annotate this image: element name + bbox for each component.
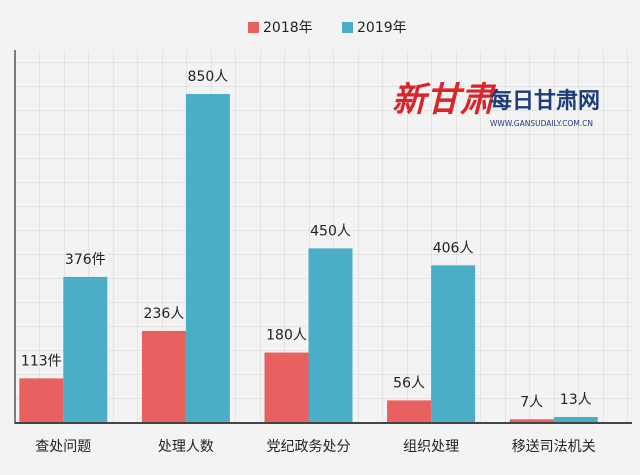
legend-label: 2019年	[357, 20, 407, 36]
value-label: 850人	[188, 69, 229, 85]
value-label: 406人	[433, 240, 474, 256]
value-label: 236人	[144, 306, 185, 322]
bar	[19, 378, 64, 422]
bar	[141, 330, 186, 422]
bar	[553, 416, 598, 422]
x-tick-label: 查处问题	[35, 439, 91, 455]
legend-swatch	[342, 22, 353, 33]
legend-swatch	[248, 22, 259, 33]
watermark-site: 每日甘肃网	[490, 88, 600, 114]
bar	[308, 248, 353, 422]
bar	[185, 94, 230, 422]
value-label: 376件	[65, 252, 106, 268]
x-tick-label: 党纪政务处分	[267, 439, 351, 455]
bar	[387, 400, 432, 422]
x-tick-label: 处理人数	[158, 439, 214, 455]
value-label: 56人	[393, 375, 425, 391]
value-label: 13人	[560, 392, 592, 408]
watermark-url: WWW.GANSUDAILY.COM.CN	[490, 119, 593, 128]
bar	[264, 352, 309, 422]
value-label: 180人	[266, 328, 307, 344]
value-label: 7人	[520, 394, 543, 410]
value-label: 113件	[21, 353, 62, 369]
bar	[63, 276, 108, 422]
bar	[431, 265, 476, 422]
legend-label: 2018年	[263, 20, 313, 36]
x-tick-label: 移送司法机关	[512, 439, 596, 455]
value-label: 450人	[310, 223, 351, 239]
watermark-logo: 新甘肃	[392, 80, 499, 120]
x-tick-label: 组织处理	[403, 439, 459, 455]
bar	[509, 419, 554, 422]
